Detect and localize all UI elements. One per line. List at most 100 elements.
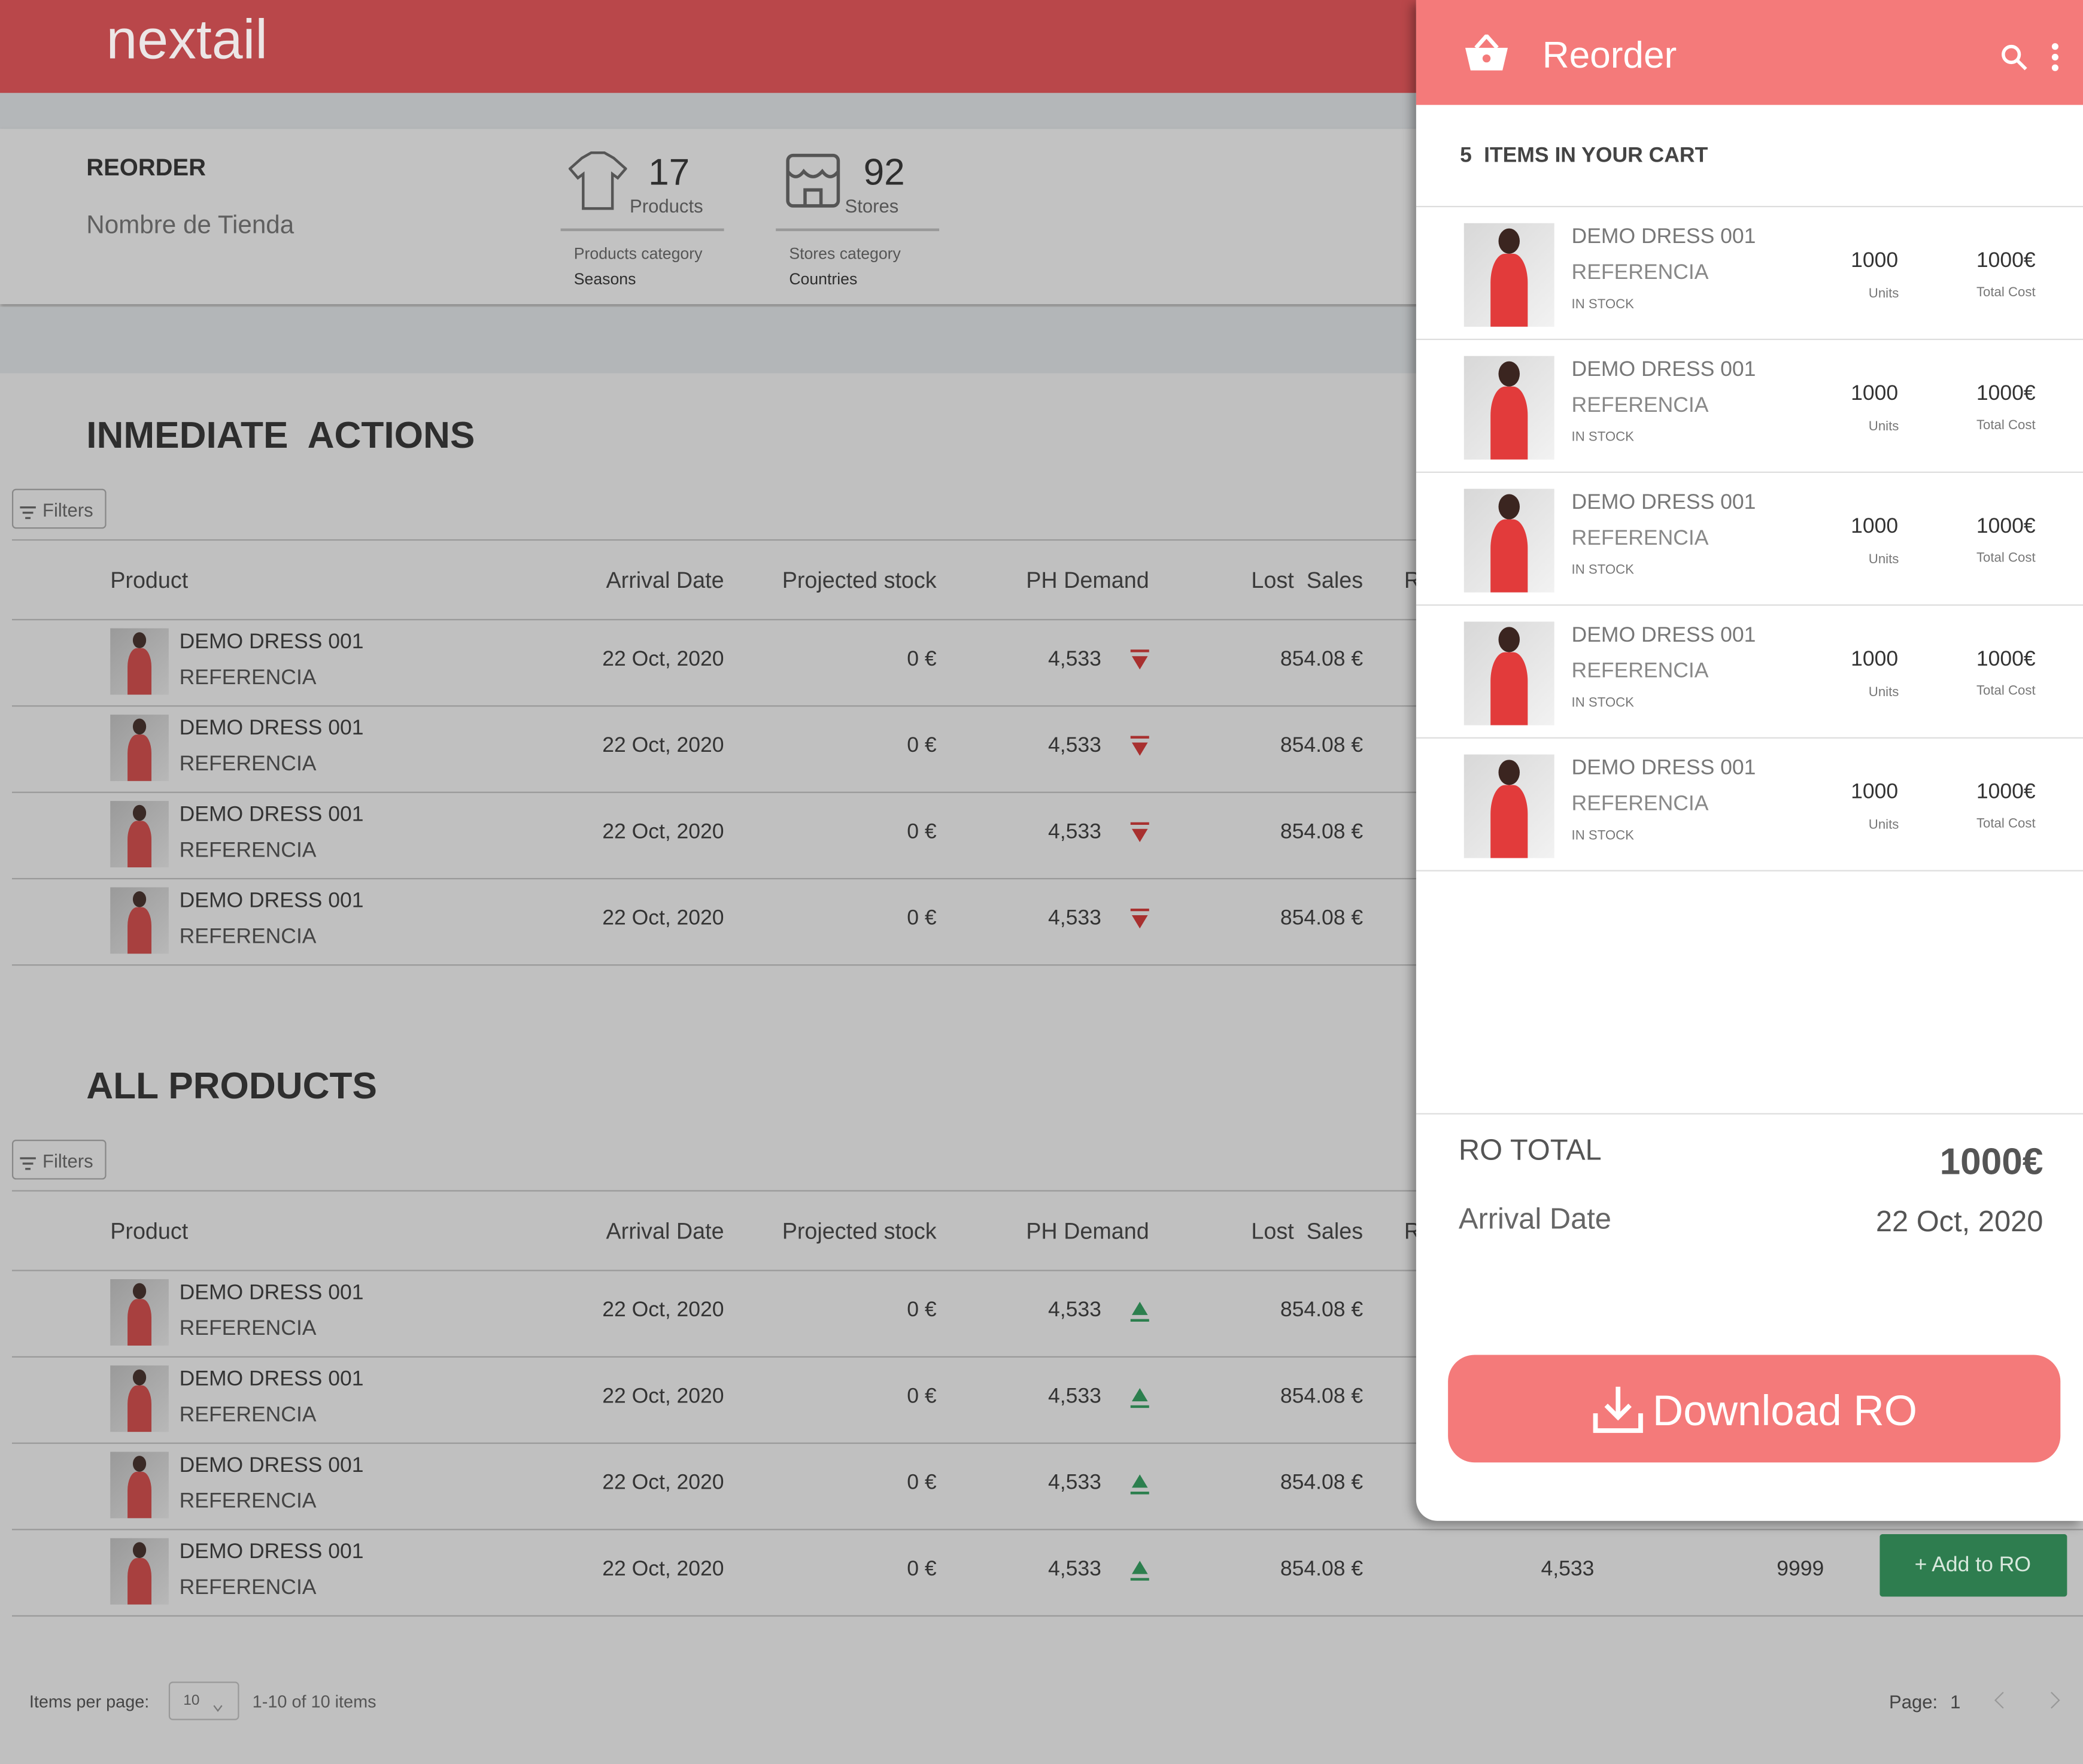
cart-line: [1416, 471, 2083, 473]
stat-category-label: Products category: [573, 244, 703, 263]
trend-up-svg: [1130, 1474, 1149, 1495]
per-page-select[interactable]: 10: [168, 1681, 239, 1720]
add-to-ro-button[interactable]: + Add to RO: [1879, 1534, 2067, 1597]
cart-item-status: IN STOCK: [1571, 297, 1634, 312]
cart-line: [1416, 205, 2083, 208]
filters-button[interactable]: Filters: [11, 488, 107, 529]
arrival-date: 22 Oct, 2020: [602, 1471, 724, 1495]
product-ref: REFERENCIA: [179, 839, 317, 863]
arrival-date: 22 Oct, 2020: [602, 1385, 724, 1408]
cart-item-ref: REFERENCIA: [1571, 527, 1709, 550]
cart-item-ref: REFERENCIA: [1571, 660, 1709, 683]
cart-item-ref: REFERENCIA: [1571, 793, 1709, 816]
product-ref: REFERENCIA: [179, 925, 317, 949]
lost-sales: 854.08 €: [1280, 1471, 1364, 1495]
cart-item-cost-label: Total Cost: [1976, 418, 2036, 433]
stat-icon-svg: [786, 153, 840, 208]
filters-label: Filters: [42, 499, 93, 521]
cart-item-units-label: Units: [1868, 685, 1899, 700]
filter-icon: [20, 1153, 36, 1170]
row-line: [11, 964, 2083, 966]
head: [132, 1541, 147, 1559]
download-label: Download RO: [1652, 1386, 1918, 1435]
stat-label: Stores: [845, 195, 899, 217]
cart-item-units: 1000: [1851, 250, 1899, 272]
cart-item-units: 1000: [1851, 382, 1899, 405]
cart-item-units-label: Units: [1868, 552, 1899, 567]
ph-demand: 4,533: [1048, 907, 1101, 930]
head: [1498, 228, 1520, 254]
column-header: Lost Sales: [1251, 1219, 1364, 1244]
trend-down: [1129, 736, 1150, 757]
item-range: 1-10 of 10 items: [252, 1692, 376, 1712]
row-line: [11, 1270, 2083, 1271]
summary-title: REORDER: [86, 154, 207, 181]
filters-button[interactable]: Filters: [11, 1139, 107, 1180]
trend-down: [1129, 822, 1150, 844]
cart-item-units-label: Units: [1868, 420, 1899, 435]
product-name: DEMO DRESS 001: [179, 1368, 364, 1391]
trend-down-svg: [1130, 822, 1149, 842]
product-name: DEMO DRESS 001: [179, 631, 364, 654]
arrival-date: 22 Oct, 2020: [602, 1299, 724, 1322]
lost-sales: 854.08 €: [1280, 648, 1364, 671]
product-ref: REFERENCIA: [179, 1317, 317, 1341]
row-line: [11, 1529, 2083, 1531]
cart-line: [1416, 1113, 2083, 1115]
product-name: DEMO DRESS 001: [179, 1541, 364, 1563]
stat-value: 92: [863, 151, 905, 193]
download-button[interactable]: Download RO: [1448, 1355, 2061, 1463]
product-image: [1463, 488, 1554, 593]
projected-stock: 0 €: [907, 734, 937, 757]
column-header: Product: [110, 1219, 189, 1244]
cart-item-units-label: Units: [1868, 818, 1899, 833]
cart-item-name: DEMO DRESS 001: [1571, 491, 1756, 514]
menu-icon-svg: [2051, 43, 2058, 71]
cart-item-cost: 1000€: [1976, 515, 2036, 538]
head: [132, 890, 147, 907]
row-line: [11, 619, 2083, 621]
stat-icon: [784, 150, 842, 211]
stat-category: Countries: [789, 269, 858, 289]
filters-label: Filters: [42, 1150, 93, 1172]
head: [132, 1282, 147, 1300]
cart-panel: Reorder 5 ITEMS IN YOUR CART DEMO DRESS 001…: [1416, 0, 2083, 1521]
cart-item-ref: REFERENCIA: [1571, 262, 1709, 284]
trend-down: [1129, 649, 1150, 671]
column-header: Product: [110, 567, 189, 593]
head: [132, 718, 147, 735]
page-number: 1: [1950, 1690, 1961, 1713]
arrival-date: 22 Oct, 2020: [602, 907, 724, 930]
stat-category: Seasons: [573, 269, 636, 289]
product-image: [110, 1365, 169, 1432]
projected-stock: 0 €: [907, 648, 937, 671]
chevron: [212, 1696, 223, 1713]
projected-stock: 0 €: [907, 1299, 937, 1322]
dress: [1491, 387, 1528, 460]
cart-item-name: DEMO DRESS 001: [1571, 624, 1756, 647]
logo: nextail: [106, 8, 268, 71]
cart-item-status: IN STOCK: [1571, 563, 1634, 578]
product-image: [110, 887, 169, 954]
column-header: PH Demand: [1026, 1219, 1149, 1244]
per-page: 10: [183, 1693, 200, 1709]
items-per-page-label: Items per page:: [29, 1692, 150, 1712]
dress: [127, 1558, 151, 1605]
table-line: [11, 539, 1419, 541]
product-ref: REFERENCIA: [179, 666, 317, 690]
stat-icon: [568, 150, 628, 211]
chevron-svg: [213, 1705, 223, 1713]
cart-item-name: DEMO DRESS 001: [1571, 757, 1756, 780]
arrival-date: 22 Oct, 2020: [602, 734, 724, 757]
ph-demand: 4,533: [1048, 821, 1101, 844]
lost-sales: 854.08 €: [1280, 734, 1364, 757]
trend-up: [1129, 1559, 1150, 1581]
basket-icon: [1464, 32, 1509, 72]
cart-header: [1416, 0, 2083, 105]
ph-demand: 4,533: [1048, 1385, 1101, 1408]
row-line: [11, 791, 2083, 793]
projected-stock: 0 €: [907, 1385, 937, 1408]
cart-item-units: 1000: [1851, 648, 1899, 671]
column-header: PH Demand: [1026, 567, 1149, 593]
product-image: [110, 628, 169, 695]
